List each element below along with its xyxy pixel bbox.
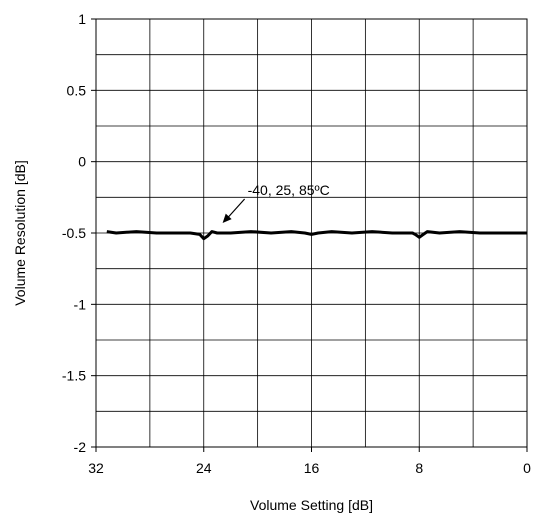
x-tick-label: 8 <box>415 460 423 476</box>
grid <box>95 18 528 448</box>
series-layer <box>106 230 527 241</box>
annotation: -40, 25, 85ºC <box>222 182 330 224</box>
y-tick-label: -1 <box>74 296 87 312</box>
x-tick-label: 16 <box>304 460 320 476</box>
y-tick-label: 0 <box>78 154 86 170</box>
annotation-arrow <box>226 198 246 220</box>
y-tick-label: -2 <box>74 439 87 455</box>
y-tick-label: 0.5 <box>67 82 87 98</box>
y-tick-labels: 1 0.5 0 -0.5 -1 -1.5 -2 <box>62 11 96 455</box>
x-tick-label: 0 <box>523 460 531 476</box>
y-tick-label: 1 <box>78 11 86 27</box>
y-axis-label: Volume Resolution [dB] <box>12 160 28 306</box>
annotation-label: -40, 25, 85ºC <box>248 182 330 198</box>
x-tick-label: 24 <box>196 460 212 476</box>
series-line <box>106 230 527 241</box>
x-tick-label: 32 <box>88 460 104 476</box>
x-axis-label: Volume Setting [dB] <box>250 497 373 513</box>
y-tick-label: -0.5 <box>62 225 86 241</box>
y-tick-label: -1.5 <box>62 368 86 384</box>
x-tick-labels: 32 24 16 8 0 <box>88 447 531 476</box>
annotation-arrow-head <box>222 213 232 224</box>
